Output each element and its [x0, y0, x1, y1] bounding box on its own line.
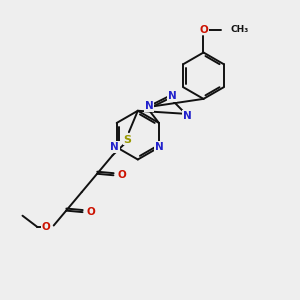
- Text: O: O: [117, 170, 126, 180]
- Text: O: O: [199, 25, 208, 34]
- Text: S: S: [124, 135, 132, 145]
- Text: N: N: [154, 142, 163, 152]
- Text: N: N: [110, 142, 119, 152]
- Text: N: N: [168, 92, 176, 101]
- Text: N: N: [145, 101, 154, 111]
- Text: O: O: [86, 207, 95, 217]
- Text: CH₃: CH₃: [230, 25, 249, 34]
- Text: N: N: [183, 111, 191, 121]
- Text: O: O: [42, 222, 50, 232]
